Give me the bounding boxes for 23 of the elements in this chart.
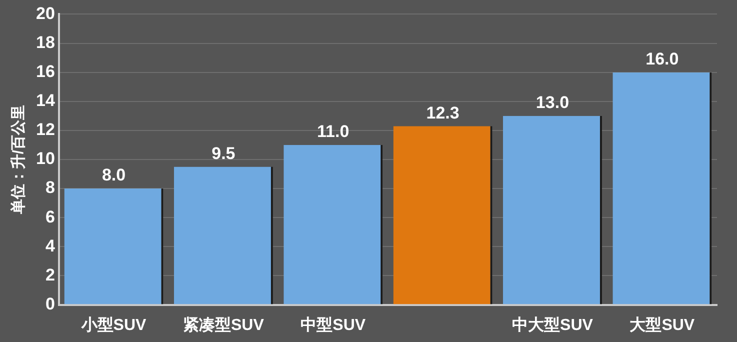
x-tick-label: 小型SUV [80, 316, 147, 334]
y-tick-label: 4 [45, 236, 56, 256]
x-tick-label: 紧凑型SUV [182, 316, 264, 334]
x-tick-label: 中大型SUV [512, 316, 594, 334]
data-label: 11.0 [317, 122, 350, 142]
y-tick-label: 0 [45, 294, 55, 314]
data-label: 16.0 [646, 50, 679, 69]
data-label: 8.0 [102, 166, 126, 185]
y-axis-title: 单位：升/百公里 [10, 104, 28, 216]
y-tick-label: 8 [45, 178, 55, 198]
y-tick-label: 10 [36, 149, 55, 168]
y-tick-label: 16 [36, 62, 55, 82]
y-tick-label: 2 [45, 265, 55, 284]
y-tick-label: 20 [36, 4, 55, 23]
y-tick-label: 12 [36, 120, 55, 140]
y-tick-label: 18 [36, 32, 55, 52]
x-tick-label: 大型SUV [630, 316, 695, 334]
y-tick-label: 6 [45, 207, 55, 226]
x-tick-label: 中型SUV [300, 316, 366, 334]
data-label: 12.3 [426, 103, 460, 122]
data-label: 13.0 [536, 93, 570, 112]
y-tick-label: 14 [36, 91, 56, 110]
data-label: 9.5 [212, 144, 236, 163]
